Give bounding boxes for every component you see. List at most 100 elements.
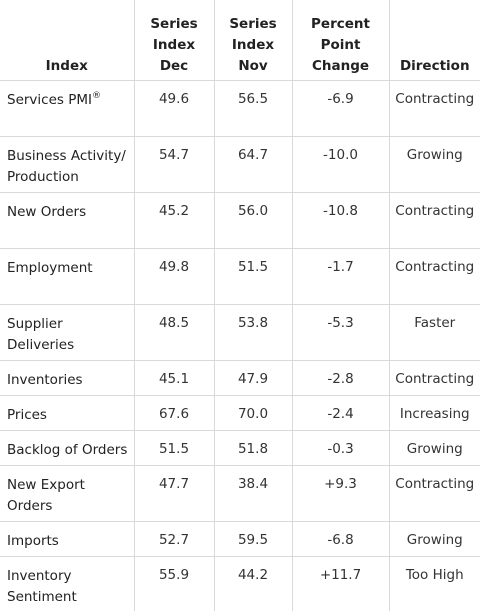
table-row: Inventory Sentiment 55.9 44.2 +11.7 Too H… (0, 556, 480, 611)
row-name-line: Backlog of Orders (7, 442, 128, 458)
row-direction: Contracting (389, 248, 480, 305)
row-nov-value: 70.0 (214, 395, 293, 431)
row-direction: Growing (389, 521, 480, 557)
row-index-name: Imports (0, 521, 135, 557)
row-change-value: -1.7 (292, 248, 390, 305)
row-index-name: Backlog of Orders (0, 430, 135, 466)
table-row: Employment 49.8 51.5 -1.7 Contracting (0, 248, 480, 305)
row-change-value: -10.8 (292, 192, 390, 249)
header-change-line: Point (320, 37, 361, 53)
table-row: Inventories 45.1 47.9 -2.8 Contracting (0, 360, 480, 396)
row-change-value: +9.3 (292, 465, 390, 522)
row-direction: Contracting (389, 192, 480, 249)
row-name-line: Inventory (7, 568, 72, 584)
row-change-value: -5.3 (292, 304, 390, 361)
header-dec-line: Series (150, 16, 198, 32)
row-name-line: Services PMI (7, 92, 92, 108)
header-nov-line: Index (231, 37, 275, 53)
row-name-line: Prices (7, 407, 47, 423)
row-nov-value: 51.8 (214, 430, 293, 466)
row-name-line: Inventories (7, 372, 83, 388)
row-direction: Contracting (389, 360, 480, 396)
registered-mark: ® (92, 91, 101, 101)
row-change-value: -6.9 (292, 80, 390, 137)
row-nov-value: 44.2 (214, 556, 293, 611)
table-row: Business Activity/Production 54.7 64.7 -… (0, 136, 480, 193)
header-index: Index (0, 0, 135, 81)
row-name-line: Production (7, 169, 79, 185)
row-dec-value: 55.9 (134, 556, 215, 611)
header-index-label: Index (45, 58, 88, 74)
row-dec-value: 54.7 (134, 136, 215, 193)
row-nov-value: 56.5 (214, 80, 293, 137)
row-direction: Increasing (389, 395, 480, 431)
row-name-line: Sentiment (7, 589, 77, 605)
table-row: Backlog of Orders 51.5 51.8 -0.3 Growing (0, 430, 480, 466)
table-row: Supplier Deliveries 48.5 53.8 -5.3 Faster (0, 304, 480, 361)
row-dec-value: 51.5 (134, 430, 215, 466)
row-change-value: -2.4 (292, 395, 390, 431)
header-change: Percent Point Change (292, 0, 390, 81)
row-nov-value: 38.4 (214, 465, 293, 522)
row-change-value: -10.0 (292, 136, 390, 193)
header-direction: Direction (389, 0, 480, 81)
row-dec-value: 45.1 (134, 360, 215, 396)
row-name-line: Employment (7, 260, 93, 276)
row-name-line: New Export (7, 477, 85, 493)
row-dec-value: 49.6 (134, 80, 215, 137)
table-row: New Orders 45.2 56.0 -10.8 Contracting (0, 192, 480, 249)
row-dec-value: 49.8 (134, 248, 215, 305)
row-index-name: Business Activity/Production (0, 136, 135, 193)
row-nov-value: 47.9 (214, 360, 293, 396)
row-direction: Contracting (389, 465, 480, 522)
row-nov-value: 59.5 (214, 521, 293, 557)
header-nov-line: Series (229, 16, 277, 32)
row-name-line: Imports (7, 533, 59, 549)
header-row: Index Series Index Dec Series Index Nov … (0, 0, 480, 81)
row-index-name: Inventories (0, 360, 135, 396)
row-nov-value: 53.8 (214, 304, 293, 361)
table-row: New Export Orders 47.7 38.4 +9.3 Contract… (0, 465, 480, 522)
row-dec-value: 67.6 (134, 395, 215, 431)
row-dec-value: 48.5 (134, 304, 215, 361)
row-direction: Growing (389, 430, 480, 466)
row-name-line: Orders (7, 498, 53, 514)
row-change-value: -6.8 (292, 521, 390, 557)
row-direction: Contracting (389, 80, 480, 137)
row-index-name: Supplier Deliveries (0, 304, 135, 361)
row-index-name: Services PMI® (0, 80, 135, 137)
header-nov: Series Index Nov (214, 0, 293, 81)
header-dec: Series Index Dec (134, 0, 215, 81)
header-change-line: Percent (311, 16, 370, 32)
header-change-line: Change (311, 58, 370, 74)
table-row: Prices 67.6 70.0 -2.4 Increasing (0, 395, 480, 431)
row-name-line: Deliveries (7, 337, 75, 353)
row-direction: Growing (389, 136, 480, 193)
row-nov-value: 51.5 (214, 248, 293, 305)
row-dec-value: 45.2 (134, 192, 215, 249)
row-dec-value: 52.7 (134, 521, 215, 557)
row-index-name: New Export Orders (0, 465, 135, 522)
header-dec-line: Dec (159, 58, 189, 74)
row-index-name: Prices (0, 395, 135, 431)
row-name-line: Business Activity/ (7, 148, 126, 164)
row-direction: Faster (389, 304, 480, 361)
row-name-line: New Orders (7, 204, 87, 220)
header-nov-line: Nov (238, 58, 268, 74)
row-index-name: Employment (0, 248, 135, 305)
row-change-value: +11.7 (292, 556, 390, 611)
row-dec-value: 47.7 (134, 465, 215, 522)
row-index-name: Inventory Sentiment (0, 556, 135, 611)
row-index-name: New Orders (0, 192, 135, 249)
table-row: Services PMI® 49.6 56.5 -6.9 Contracting (0, 80, 480, 137)
row-direction: Too High (389, 556, 480, 611)
header-direction-label: Direction (399, 58, 470, 74)
row-change-value: -2.8 (292, 360, 390, 396)
table-row: Imports 52.7 59.5 -6.8 Growing (0, 521, 480, 557)
row-nov-value: 56.0 (214, 192, 293, 249)
row-change-value: -0.3 (292, 430, 390, 466)
row-name-line: Supplier (7, 316, 63, 332)
header-dec-line: Index (152, 37, 196, 53)
row-nov-value: 64.7 (214, 136, 293, 193)
